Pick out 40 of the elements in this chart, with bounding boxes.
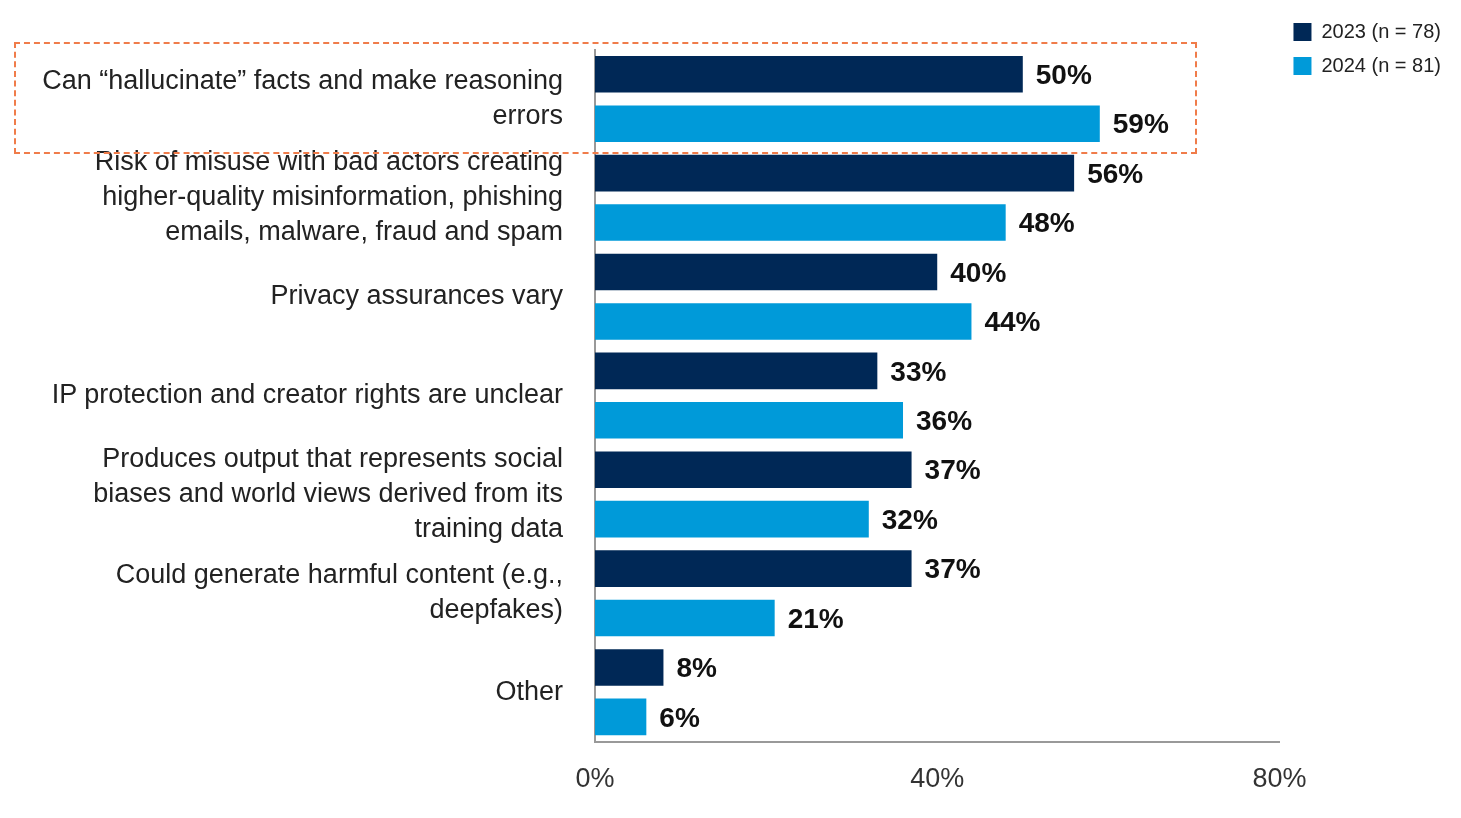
y-tick-label: Can “hallucinate” facts and make reasoning errors <box>42 64 563 130</box>
x-tick-label: 0% <box>575 763 615 794</box>
text: 6% <box>659 701 700 733</box>
bar <box>595 698 647 736</box>
y-tick-label: Produces output that represents social biases and world views derived from its training data <box>93 442 564 543</box>
bar <box>595 599 775 637</box>
bar <box>595 154 1075 192</box>
x-tick-label: 80% <box>1252 763 1307 794</box>
bar <box>595 451 912 489</box>
legend-label: 2023 (n = 78) <box>1321 19 1441 42</box>
text: 37% <box>924 454 981 486</box>
bar <box>595 204 1006 241</box>
text: 59% <box>1112 108 1169 140</box>
text: 8% <box>676 652 717 684</box>
bar <box>595 500 869 538</box>
text: 21% <box>787 602 844 634</box>
bar <box>595 55 1023 93</box>
text: 56% <box>1087 157 1144 189</box>
text: 40% <box>950 256 1007 288</box>
x-tick-label: 40% <box>910 763 965 794</box>
y-tick-label: Could generate harmful content (e.g., deepfakes) <box>115 559 563 625</box>
bar <box>595 402 904 439</box>
bar <box>595 253 938 291</box>
text: 44% <box>984 306 1041 338</box>
y-tick-label: Risk of misuse with bad actors creating higher-quality misinformation, phishing emails, malware, fraud and spam <box>94 146 563 247</box>
bar <box>595 649 664 686</box>
bar <box>595 352 878 390</box>
y-tick-label: IP protection and creator rights are unclear <box>51 379 563 410</box>
text: 37% <box>924 553 981 585</box>
legend-label: 2024 (n = 81) <box>1321 53 1441 76</box>
y-tick-label: Privacy assurances vary <box>270 280 564 311</box>
text: 33% <box>890 355 947 387</box>
y-tick-label: Other <box>495 675 563 706</box>
bar <box>595 550 912 587</box>
text: 48% <box>1018 207 1075 239</box>
text: 32% <box>881 503 938 535</box>
bar <box>595 303 972 340</box>
text: 50% <box>1035 58 1092 90</box>
text: 36% <box>916 405 973 437</box>
bar <box>595 105 1100 142</box>
